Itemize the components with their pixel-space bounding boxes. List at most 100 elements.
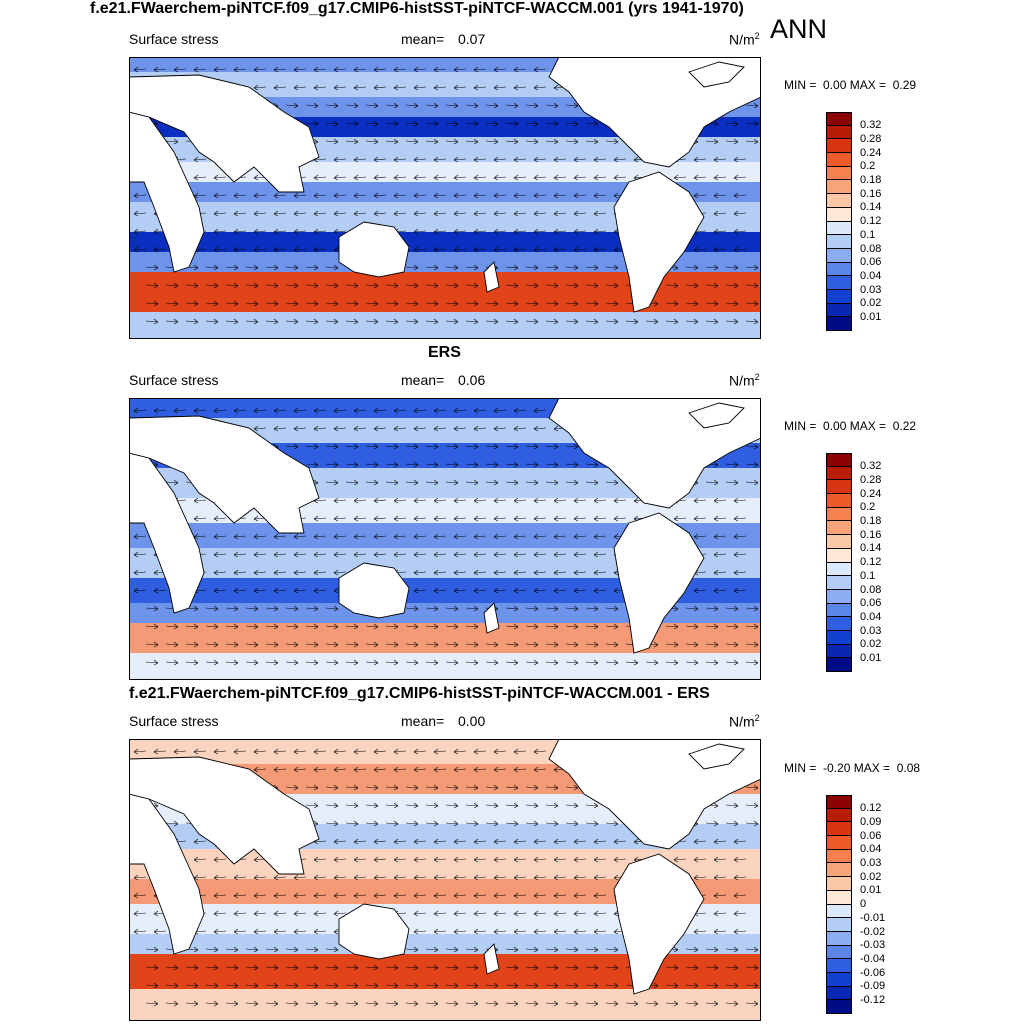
wind-arrow bbox=[573, 156, 587, 163]
colorbar-tick-label: 0.06 bbox=[860, 597, 882, 610]
wind-arrow bbox=[185, 623, 199, 630]
wind-arrow bbox=[733, 587, 747, 594]
wind-arrow bbox=[565, 479, 579, 486]
landmass bbox=[688, 61, 745, 88]
wind-arrow bbox=[413, 84, 427, 91]
wind-arrow bbox=[505, 605, 519, 612]
wind-arrow bbox=[565, 659, 579, 666]
wind-arrow bbox=[565, 964, 579, 971]
wind-arrow bbox=[293, 84, 307, 91]
wind-arrow bbox=[425, 641, 439, 648]
wind-arrow bbox=[513, 587, 527, 594]
wind-arrow bbox=[473, 874, 487, 881]
wind-arrow bbox=[593, 174, 607, 181]
wind-arrow bbox=[573, 856, 587, 863]
wind-arrow bbox=[413, 192, 427, 199]
wind-arrow bbox=[533, 210, 547, 217]
wind-arrow bbox=[533, 569, 547, 576]
wind-arrow bbox=[265, 964, 279, 971]
landmass bbox=[613, 512, 705, 654]
wind-arrow bbox=[305, 102, 319, 109]
wind-arrow bbox=[673, 515, 687, 522]
colorbar-swatch bbox=[826, 112, 852, 126]
wind-arrow bbox=[505, 318, 519, 325]
wind-arrow bbox=[245, 982, 259, 989]
wind-arrow bbox=[133, 228, 147, 235]
wind-arrow bbox=[733, 928, 747, 935]
wind-arrow bbox=[373, 533, 387, 540]
wind-arrow bbox=[285, 102, 299, 109]
wind-arrow bbox=[353, 533, 367, 540]
wind-arrow bbox=[725, 964, 739, 971]
field-band bbox=[129, 623, 761, 653]
figure-title: f.e21.FWaerchem-piNTCF.f09_g17.CMIP6-his… bbox=[90, 0, 744, 17]
wind-arrow bbox=[705, 964, 719, 971]
wind-arrow bbox=[725, 138, 739, 145]
wind-arrow bbox=[293, 892, 307, 899]
wind-arrow bbox=[705, 982, 719, 989]
wind-arrow bbox=[693, 192, 707, 199]
wind-arrow bbox=[565, 605, 579, 612]
wind-arrow bbox=[225, 659, 239, 666]
wind-arrow bbox=[493, 766, 507, 773]
wind-arrow bbox=[285, 318, 299, 325]
wind-arrow bbox=[145, 641, 159, 648]
wind-arrow bbox=[273, 748, 287, 755]
wind-arrow bbox=[553, 246, 567, 253]
wind-arrow bbox=[505, 461, 519, 468]
landmass bbox=[129, 74, 320, 193]
wind-arrow bbox=[233, 587, 247, 594]
min-max-readout: MIN = 0.00 MAX = 0.22 bbox=[784, 419, 917, 433]
wind-arrow bbox=[345, 623, 359, 630]
variable-label: Surface stress bbox=[129, 31, 219, 47]
wind-arrow bbox=[285, 982, 299, 989]
wind-arrow bbox=[733, 533, 747, 540]
wind-arrow bbox=[473, 569, 487, 576]
wind-arrow bbox=[745, 479, 759, 486]
wind-arrow bbox=[473, 425, 487, 432]
colorbar-tick-label: 0.14 bbox=[860, 542, 882, 555]
wind-arrow bbox=[493, 84, 507, 91]
map-frame bbox=[129, 739, 761, 1021]
wind-arrow bbox=[505, 641, 519, 648]
wind-arrow bbox=[593, 192, 607, 199]
wind-arrow bbox=[185, 964, 199, 971]
wind-arrow bbox=[393, 533, 407, 540]
wind-arrow bbox=[213, 587, 227, 594]
wind-arrow bbox=[325, 623, 339, 630]
colorbar-swatch bbox=[826, 849, 852, 864]
wind-arrow bbox=[385, 282, 399, 289]
colorbar-tick-label: 0.28 bbox=[860, 132, 882, 145]
wind-arrow bbox=[273, 228, 287, 235]
wind-arrow bbox=[393, 192, 407, 199]
wind-arrow bbox=[585, 1000, 599, 1007]
wind-arrow bbox=[485, 102, 499, 109]
wind-arrow bbox=[725, 802, 739, 809]
wind-arrow bbox=[533, 228, 547, 235]
wind-arrow bbox=[425, 282, 439, 289]
wind-arrow bbox=[193, 407, 207, 414]
wind-arrow bbox=[693, 838, 707, 845]
wind-arrow bbox=[693, 174, 707, 181]
wind-arrow bbox=[725, 300, 739, 307]
wind-arrow bbox=[265, 641, 279, 648]
wind-arrow bbox=[325, 138, 339, 145]
colorbar-tick-label: 0.01 bbox=[860, 884, 882, 897]
wind-arrow bbox=[413, 748, 427, 755]
wind-arrow bbox=[545, 605, 559, 612]
wind-arrow bbox=[353, 874, 367, 881]
wind-arrow bbox=[573, 246, 587, 253]
wind-arrow bbox=[345, 120, 359, 127]
wind-arrow bbox=[133, 748, 147, 755]
landmass bbox=[129, 415, 320, 534]
wind-arrow bbox=[533, 551, 547, 558]
wind-arrow bbox=[325, 300, 339, 307]
colorbar-swatch bbox=[826, 535, 852, 549]
wind-arrow bbox=[485, 300, 499, 307]
wind-arrow bbox=[573, 910, 587, 917]
wind-arrow bbox=[545, 784, 559, 791]
wind-arrow bbox=[365, 623, 379, 630]
wind-arrow bbox=[385, 102, 399, 109]
colorbar-swatch bbox=[826, 303, 852, 318]
wind-arrow bbox=[453, 748, 467, 755]
